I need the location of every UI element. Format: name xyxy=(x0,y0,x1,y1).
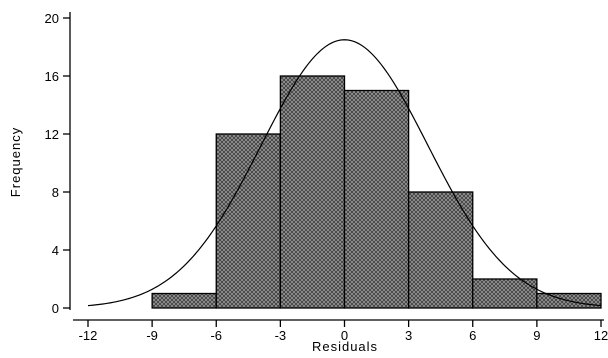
curve-layer xyxy=(87,39,602,307)
x-tick-label: 0 xyxy=(341,328,348,343)
x-tick-label: 9 xyxy=(533,328,540,343)
y-tick-label: 16 xyxy=(45,69,59,84)
x-tick-label: -6 xyxy=(210,328,222,343)
x-tick-label: -12 xyxy=(79,328,98,343)
y-axis-title: Frequency xyxy=(8,127,23,197)
histogram-bar-1 xyxy=(215,133,282,309)
y-tick-label: 8 xyxy=(52,185,59,200)
y-tick-label: 4 xyxy=(52,243,59,258)
y-tick-label: 20 xyxy=(45,11,59,26)
histogram-bar-5 xyxy=(472,278,538,309)
y-tick-label: 12 xyxy=(45,127,59,142)
histogram-bar-0 xyxy=(151,292,217,309)
normal-curve xyxy=(87,39,602,307)
histogram-bar-2 xyxy=(279,75,346,309)
x-tick-label: -3 xyxy=(275,328,287,343)
x-tick-label: 6 xyxy=(469,328,476,343)
x-tick-label: -9 xyxy=(146,328,158,343)
y-tick-label: 0 xyxy=(52,301,59,316)
histogram-bar-3 xyxy=(343,89,410,309)
x-tick-label: 3 xyxy=(405,328,412,343)
axes-layer: 0 4 8 12 16 20 -12 -9 -6 -3 0 3 6 9 12 xyxy=(45,11,608,343)
histogram-bar-4 xyxy=(407,191,474,309)
x-tick-label: 12 xyxy=(594,328,608,343)
bars-layer xyxy=(151,75,602,309)
x-axis-title: Residuals xyxy=(312,339,378,354)
